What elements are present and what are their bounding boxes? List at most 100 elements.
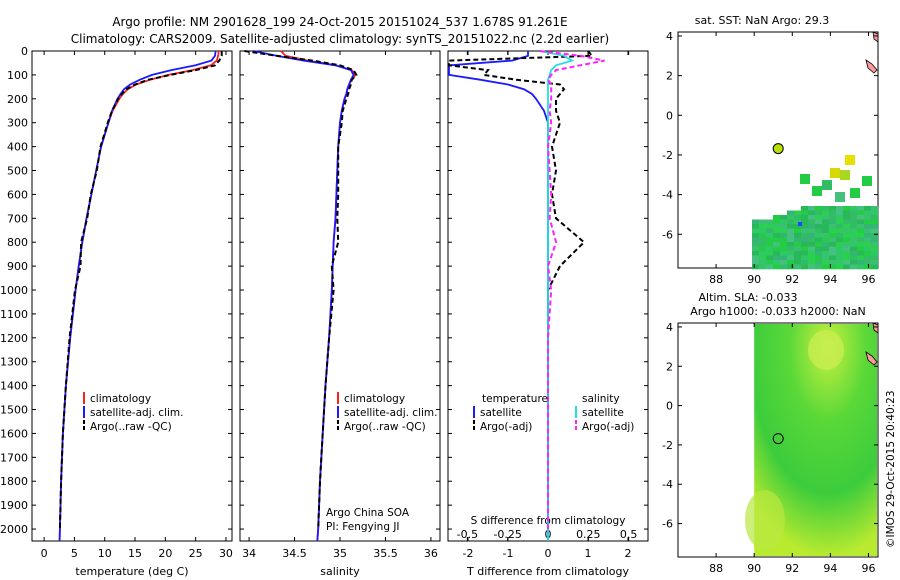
sst-cell [808,246,816,252]
satellite-adj-line [253,50,355,542]
sst-cell [836,255,844,261]
sst-cell [773,255,781,261]
sst-cell [759,242,767,247]
legend-salinity-title: salinity [582,393,620,405]
map-x-label: 90 [747,562,761,575]
sst-cell [808,224,816,229]
sst-cell [759,224,767,229]
sst-cell [850,188,860,198]
sst-cell [864,233,872,238]
sst-cell [794,242,802,247]
sst-map-title: sat. SST: NaN Argo: 29.3 [695,14,829,27]
sst-cell [787,219,795,225]
sst-cell [843,210,851,216]
sst-cell [864,228,872,234]
sst-cell [857,255,865,261]
sst-cell [871,233,879,238]
legend-t-argo-label: Argo(-adj) [480,421,532,433]
sst-cell [752,264,760,270]
x-tick-label: 10 [98,547,112,560]
sst-cell [780,224,788,229]
sst-cell [815,237,823,243]
sst-cell [787,246,795,252]
sst-cell [857,233,865,238]
temperature-x-axis: 0 5 10 15 20 25 30 [41,51,233,560]
sst-cell [871,264,879,270]
map-x-label: 92 [785,273,799,286]
climatology-line [280,50,357,542]
sst-cell [759,237,767,243]
sst-cell [801,237,809,243]
sst-cell [794,228,802,234]
sst-cell [829,215,837,220]
depth-tick-label: 1400 [0,380,28,393]
s-diff-satellite-line [539,50,575,541]
sst-cell [829,246,837,252]
sst-cell [864,206,872,211]
sst-cell [780,228,788,234]
legend-argo-label: Argo(..raw -QC) [344,421,426,433]
sst-cell [787,242,795,247]
sst-cell [871,251,879,256]
legend-climatology-label: climatology [344,393,405,405]
sst-cell [801,246,809,252]
figure-title-line1: Argo profile: NM 2901628_199 24-Oct-2015… [112,15,567,29]
sst-cell [752,233,760,238]
temperature-axis-label: temperature (deg C) [75,565,188,578]
legend-temperature-title: temperature [482,393,548,405]
argo-line [58,51,223,530]
map-x-label: 88 [709,562,723,575]
sst-cell [787,255,795,261]
sst-cell [829,255,837,261]
t-diff-argo-line [448,50,595,529]
depth-tick-label: 1100 [0,308,28,321]
sst-cell [871,215,879,220]
depth-tick-label: 2000 [0,523,28,536]
temperature-profiles [58,50,223,542]
map-x-label: 90 [747,273,761,286]
sst-cell [822,233,830,238]
sst-cell [829,219,837,225]
sst-cell [752,242,760,247]
sst-cell [808,215,816,220]
sst-cell [871,237,879,243]
sst-cell [871,260,879,265]
sst-cell [822,228,830,234]
difference-legend: temperature salinity satellite Argo(-adj… [473,393,634,433]
sst-cell [773,228,781,234]
sst-cell [871,255,879,261]
sst-cell [766,228,774,234]
sst-cell [871,206,879,211]
sst-cell [843,228,851,234]
sst-cell [864,251,872,256]
sst-cell [857,251,865,256]
x-tick-label: 15 [128,547,142,560]
sst-cell [850,233,858,238]
x-tick-label: -2 [463,547,474,560]
sst-cell [850,224,858,229]
x-tick-label: 0 [545,547,552,560]
sst-cell [843,264,851,270]
x-tick-label: -1 [503,547,514,560]
sst-cell [822,246,830,252]
sst-cell [815,206,823,211]
depth-tick-label: 1300 [0,356,28,369]
sst-cell [850,215,858,220]
sst-cell [780,242,788,247]
sst-cell [801,260,809,265]
sst-cell [808,242,816,247]
sst-cell [759,255,767,261]
legend-s-satellite-label: satellite [582,407,624,419]
map-x-label: 94 [823,562,837,575]
sst-cell [843,206,851,211]
sst-cell [857,224,865,229]
sst-cell [864,237,872,243]
argo-float-marker [772,143,784,155]
sst-cell [830,168,840,178]
sst-cell [857,206,865,211]
sst-cell [752,228,760,234]
sst-cell [801,242,809,247]
sst-cell [794,246,802,252]
sst-cell [829,210,837,216]
sst-cell [829,251,837,256]
